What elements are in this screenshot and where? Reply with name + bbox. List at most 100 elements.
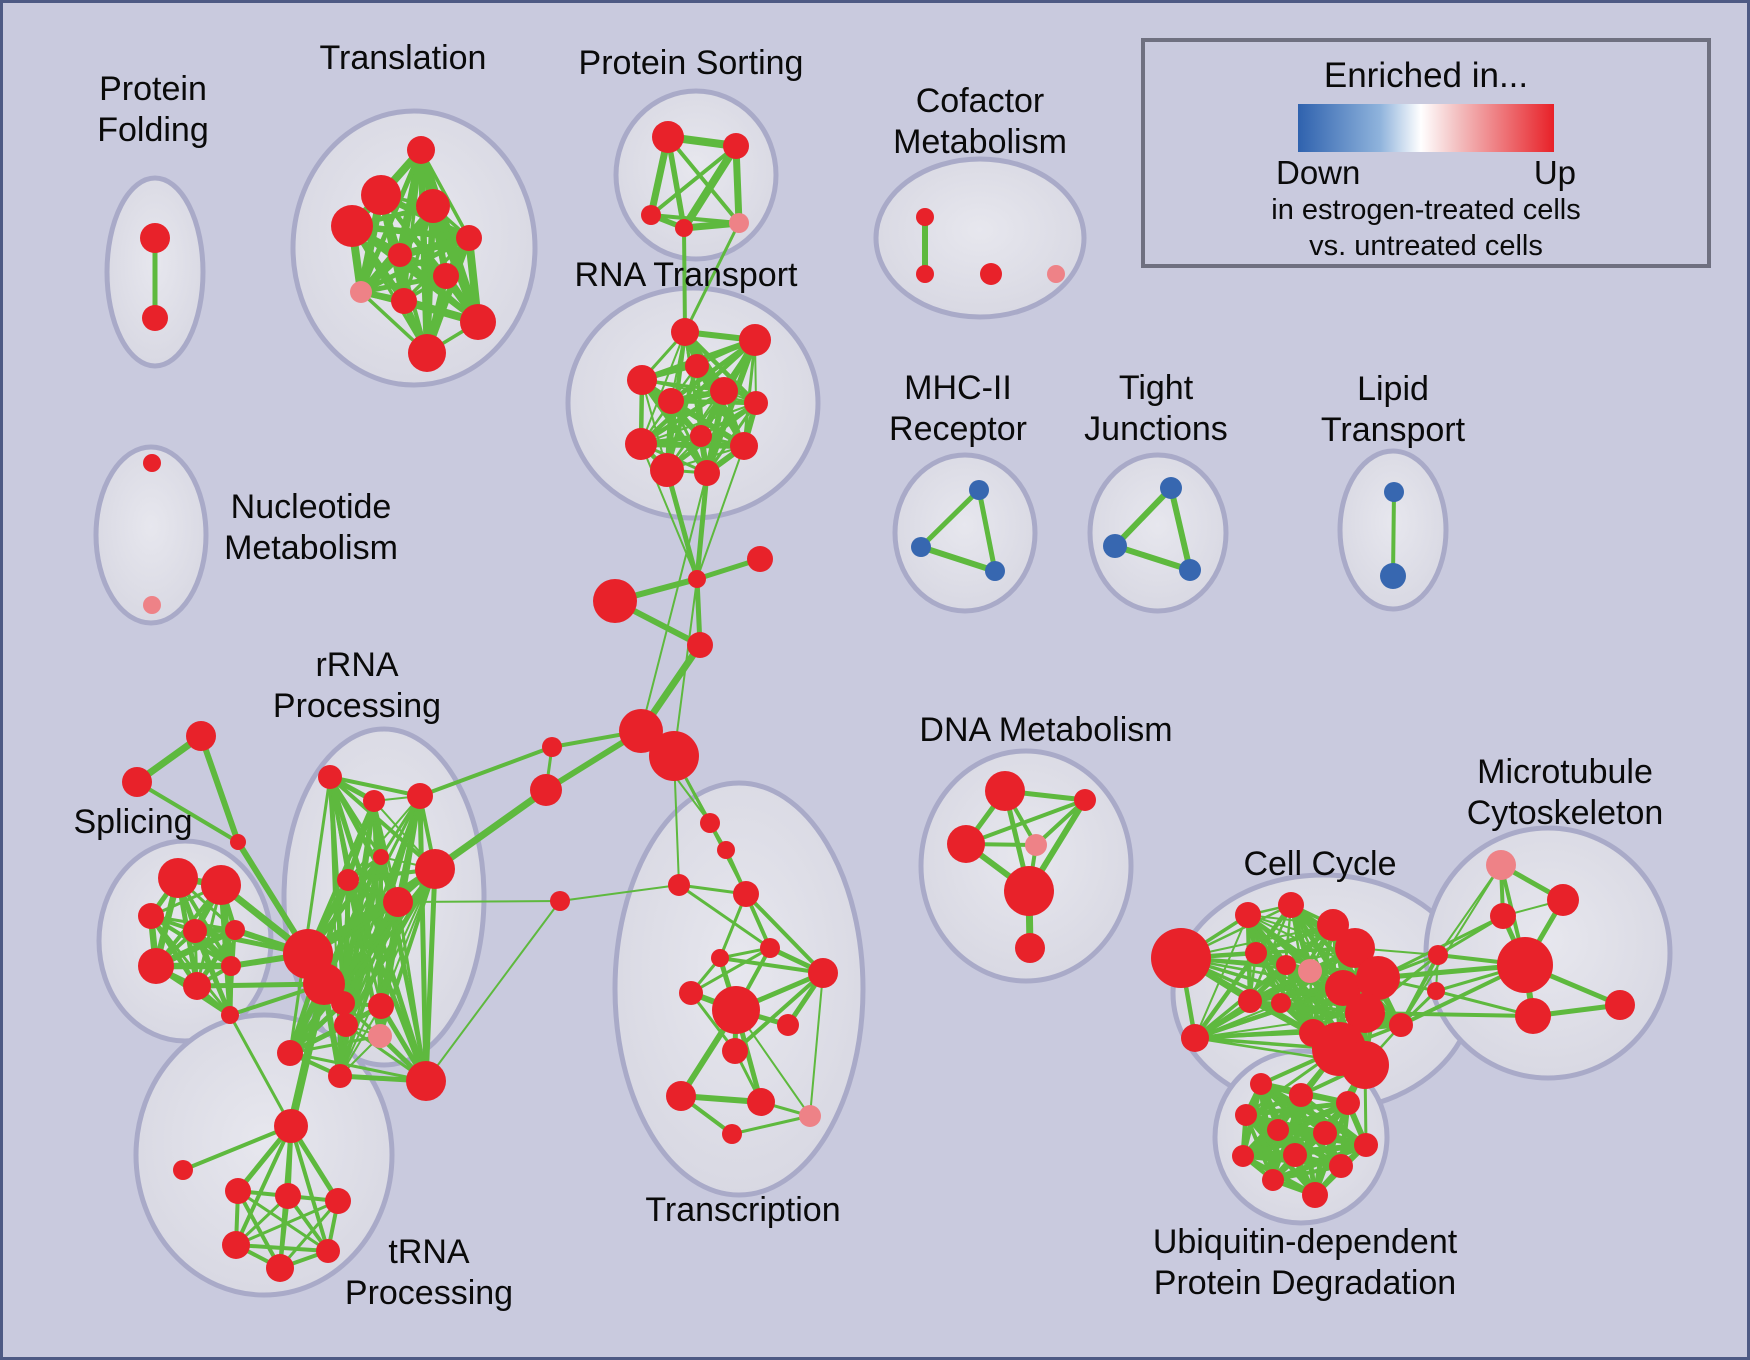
ubiquitin-degradation-node-7	[1232, 1145, 1254, 1167]
ubiquitin-degradation-node-1	[1289, 1083, 1313, 1107]
midchain-to-rrna-processing-edge	[425, 900, 561, 1082]
mhc-ii-receptor-ellipse	[892, 452, 1038, 614]
mhc-ii-receptor-edge	[976, 487, 998, 574]
rna-transport-edge	[640, 402, 757, 445]
transcription-node-14	[722, 1124, 742, 1144]
splicing-node-8	[221, 1006, 239, 1024]
ubiquitin-degradation-node-5	[1313, 1121, 1337, 1145]
microtubule-cytoskeleton-node-3	[1497, 937, 1553, 993]
trna-processing-edge	[181, 1124, 293, 1172]
rna-transport-edge	[705, 401, 758, 475]
protein-sorting-node-4	[729, 213, 749, 233]
midchain-node-5	[530, 774, 562, 806]
hub-a-node-1	[303, 963, 345, 1005]
splicing-node-3	[183, 919, 207, 943]
protein-sorting-to-rna-transport-edge	[683, 221, 741, 334]
rrna-processing-node-10	[368, 1024, 392, 1048]
rrna-processing-node-5	[383, 887, 413, 917]
dna-metabolism-node-5	[1015, 933, 1045, 963]
splicing-label: Splicing	[73, 803, 192, 841]
ubiquitin-degradation-node-4	[1267, 1119, 1289, 1141]
rna-transport-to-hub-b-edge	[640, 472, 708, 732]
trna-processing-node-2	[225, 1178, 251, 1204]
midchain-to-rrna-processing-edge	[397, 900, 561, 903]
nucleotide-metabolism-ellipse	[93, 444, 209, 626]
tight-junctions-node-1	[1103, 534, 1127, 558]
rrna-processing-edge	[347, 795, 421, 881]
midchain-to-rrna-processing-edge	[418, 745, 554, 798]
cofactor-metabolism-node-2	[980, 263, 1002, 285]
dna-metabolism-node-1	[1074, 789, 1096, 811]
splicing-node-6	[183, 972, 211, 1000]
rna-transport-to-midchain-edge	[694, 470, 710, 582]
transcription-node-3	[733, 881, 759, 907]
midchain-node-2	[593, 579, 637, 623]
protein-sorting-label: Protein Sorting	[579, 44, 804, 82]
dna-metabolism-node-3	[1025, 834, 1047, 856]
translation-node-8	[391, 288, 417, 314]
microtubule-cytoskeleton-node-7	[1427, 982, 1445, 1000]
tight-junctions-edge	[1112, 543, 1193, 573]
midchain-node-3	[687, 632, 713, 658]
rrna-processing-node-8	[368, 993, 394, 1019]
transcription-edge	[677, 883, 772, 950]
cell-cycle-node-5	[1245, 942, 1267, 964]
midchain-to-hub-b-edge	[673, 578, 698, 757]
ubiquitin-degradation-edge	[1243, 1100, 1351, 1118]
lipid-transport-node-0	[1384, 482, 1404, 502]
mhc-ii-receptor-edge	[918, 544, 998, 574]
rrna-processing-node-2	[407, 783, 433, 809]
protein-folding-label: Protein	[99, 70, 207, 108]
trna-processing-node-6	[316, 1239, 340, 1263]
microtubule-cytoskeleton-label: Microtubule	[1477, 753, 1653, 791]
protein-folding-node-1	[142, 305, 168, 331]
dna-metabolism-edge	[964, 798, 1087, 846]
transcription-node-9	[777, 1014, 799, 1036]
microtubule-cytoskeleton-to-cell-cycle-edge	[1400, 864, 1502, 1026]
protein-sorting-node-0	[652, 121, 684, 153]
legend-caption-line1: in estrogen-treated cells	[1271, 193, 1581, 226]
tight-junctions-node-2	[1179, 559, 1201, 581]
cofactor-metabolism-label: Cofactor	[916, 82, 1045, 120]
protein-sorting-ellipse	[613, 88, 779, 262]
microtubule-cytoskeleton-node-6	[1428, 945, 1448, 965]
ubiquitin-degradation-node-2	[1336, 1091, 1360, 1115]
tight-junctions-label: Junctions	[1084, 410, 1228, 448]
ubiquitin-degradation-edge	[1240, 1130, 1328, 1159]
splicing-triangle-edge	[198, 733, 241, 845]
splicing-to-trna-processing-edge	[228, 1013, 293, 1128]
rrna-processing-edge	[328, 775, 437, 871]
rrna-processing-edge	[328, 775, 422, 798]
trna-processing-edge	[289, 1124, 330, 1253]
rna-transport-to-midchain-edge	[664, 467, 700, 582]
splicing-triangle-node-0	[186, 721, 216, 751]
legend-gradient-bar	[1298, 104, 1554, 152]
cell-cycle-node-1	[1181, 1024, 1209, 1052]
rrna-processing-label: Processing	[273, 687, 441, 725]
protein-sorting-edge	[649, 144, 738, 217]
protein-sorting-node-2	[641, 205, 661, 225]
rna-transport-node-0	[671, 318, 699, 346]
rna-transport-to-midchain-edge	[640, 443, 698, 580]
trna-processing-node-7	[266, 1254, 294, 1282]
splicing-node-5	[138, 948, 174, 984]
cell-cycle-node-4	[1317, 909, 1349, 941]
mhc-ii-receptor-edge	[918, 487, 982, 550]
cell-cycle-node-2	[1235, 902, 1261, 928]
hub-a-to-trna-processing-edge	[287, 980, 328, 1130]
transcription-node-8	[712, 986, 760, 1034]
rrna-processing-node-9	[334, 1013, 358, 1037]
trna-processing-node-4	[325, 1188, 351, 1214]
microtubule-cytoskeleton-node-4	[1515, 998, 1551, 1034]
rrna-processing-node-0	[318, 765, 342, 789]
transcription-node-10	[722, 1038, 748, 1064]
cell-cycle-node-3	[1278, 892, 1304, 918]
nodes-layer	[122, 121, 1635, 1282]
rna-transport-to-midchain-edge	[696, 445, 745, 580]
trna-processing-ellipse	[133, 1012, 395, 1298]
splicing-node-0	[158, 858, 198, 898]
translation-node-4	[456, 225, 482, 251]
cell-cycle-node-9	[1238, 989, 1262, 1013]
splicing-triangle-node-2	[230, 834, 246, 850]
midchain-to-transcription-edge	[559, 884, 680, 902]
